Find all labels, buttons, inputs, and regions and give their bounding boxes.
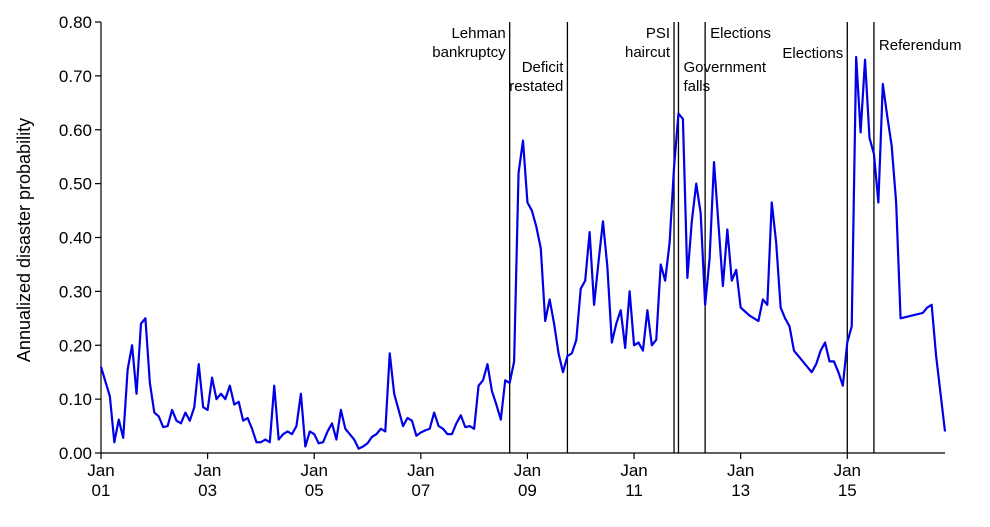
- y-tick-label: 0.30: [59, 282, 92, 301]
- y-ticks: 0.00 0.10 0.20 0.30 0.40 0.50 0.60 0.70 0.80: [59, 13, 101, 463]
- x-tick-month-label: Jan: [301, 461, 328, 480]
- event-label: Elections: [782, 45, 843, 62]
- y-tick-label: 0.10: [59, 390, 92, 409]
- y-tick-label: 0.40: [59, 229, 92, 248]
- y-tick-label: 0.60: [59, 121, 92, 140]
- event-label: Lehman bankruptcy: [432, 25, 506, 61]
- x-tick-year-label: 01: [92, 481, 111, 500]
- x-tick-month-label: Jan: [834, 461, 861, 480]
- y-axis-title: Annualized disaster probability: [14, 118, 34, 362]
- x-tick-year-label: 13: [731, 481, 750, 500]
- x-tick-year-label: 03: [198, 481, 217, 500]
- event-label: Government falls: [683, 59, 766, 95]
- event-label: Elections: [710, 25, 771, 42]
- x-tick-month-label: Jan: [194, 461, 221, 480]
- x-tick-month-label: Jan: [620, 461, 647, 480]
- x-tick-month-label: Jan: [727, 461, 754, 480]
- x-tick-year-label: 09: [518, 481, 537, 500]
- x-tick-year-label: 05: [305, 481, 324, 500]
- series-line: [99, 55, 947, 450]
- y-tick-label: 0.80: [59, 13, 92, 32]
- y-tick-label: 0.50: [59, 175, 92, 194]
- x-tick-month-label: Jan: [407, 461, 434, 480]
- event-label: Referendum: [879, 37, 962, 54]
- x-tick-year-label: 07: [411, 481, 430, 500]
- x-tick-month-label: Jan: [87, 461, 114, 480]
- x-tick-month-label: Jan: [514, 461, 541, 480]
- event-label: Deficit restated: [509, 59, 564, 95]
- x-tick-year-label: 11: [625, 481, 643, 500]
- x-tick-year-label: 15: [838, 481, 857, 500]
- y-tick-label: 0.00: [59, 444, 92, 463]
- series-group: [99, 55, 947, 450]
- event-label: PSI haircut: [625, 25, 671, 61]
- y-tick-label: 0.70: [59, 67, 92, 86]
- y-tick-label: 0.20: [59, 336, 92, 355]
